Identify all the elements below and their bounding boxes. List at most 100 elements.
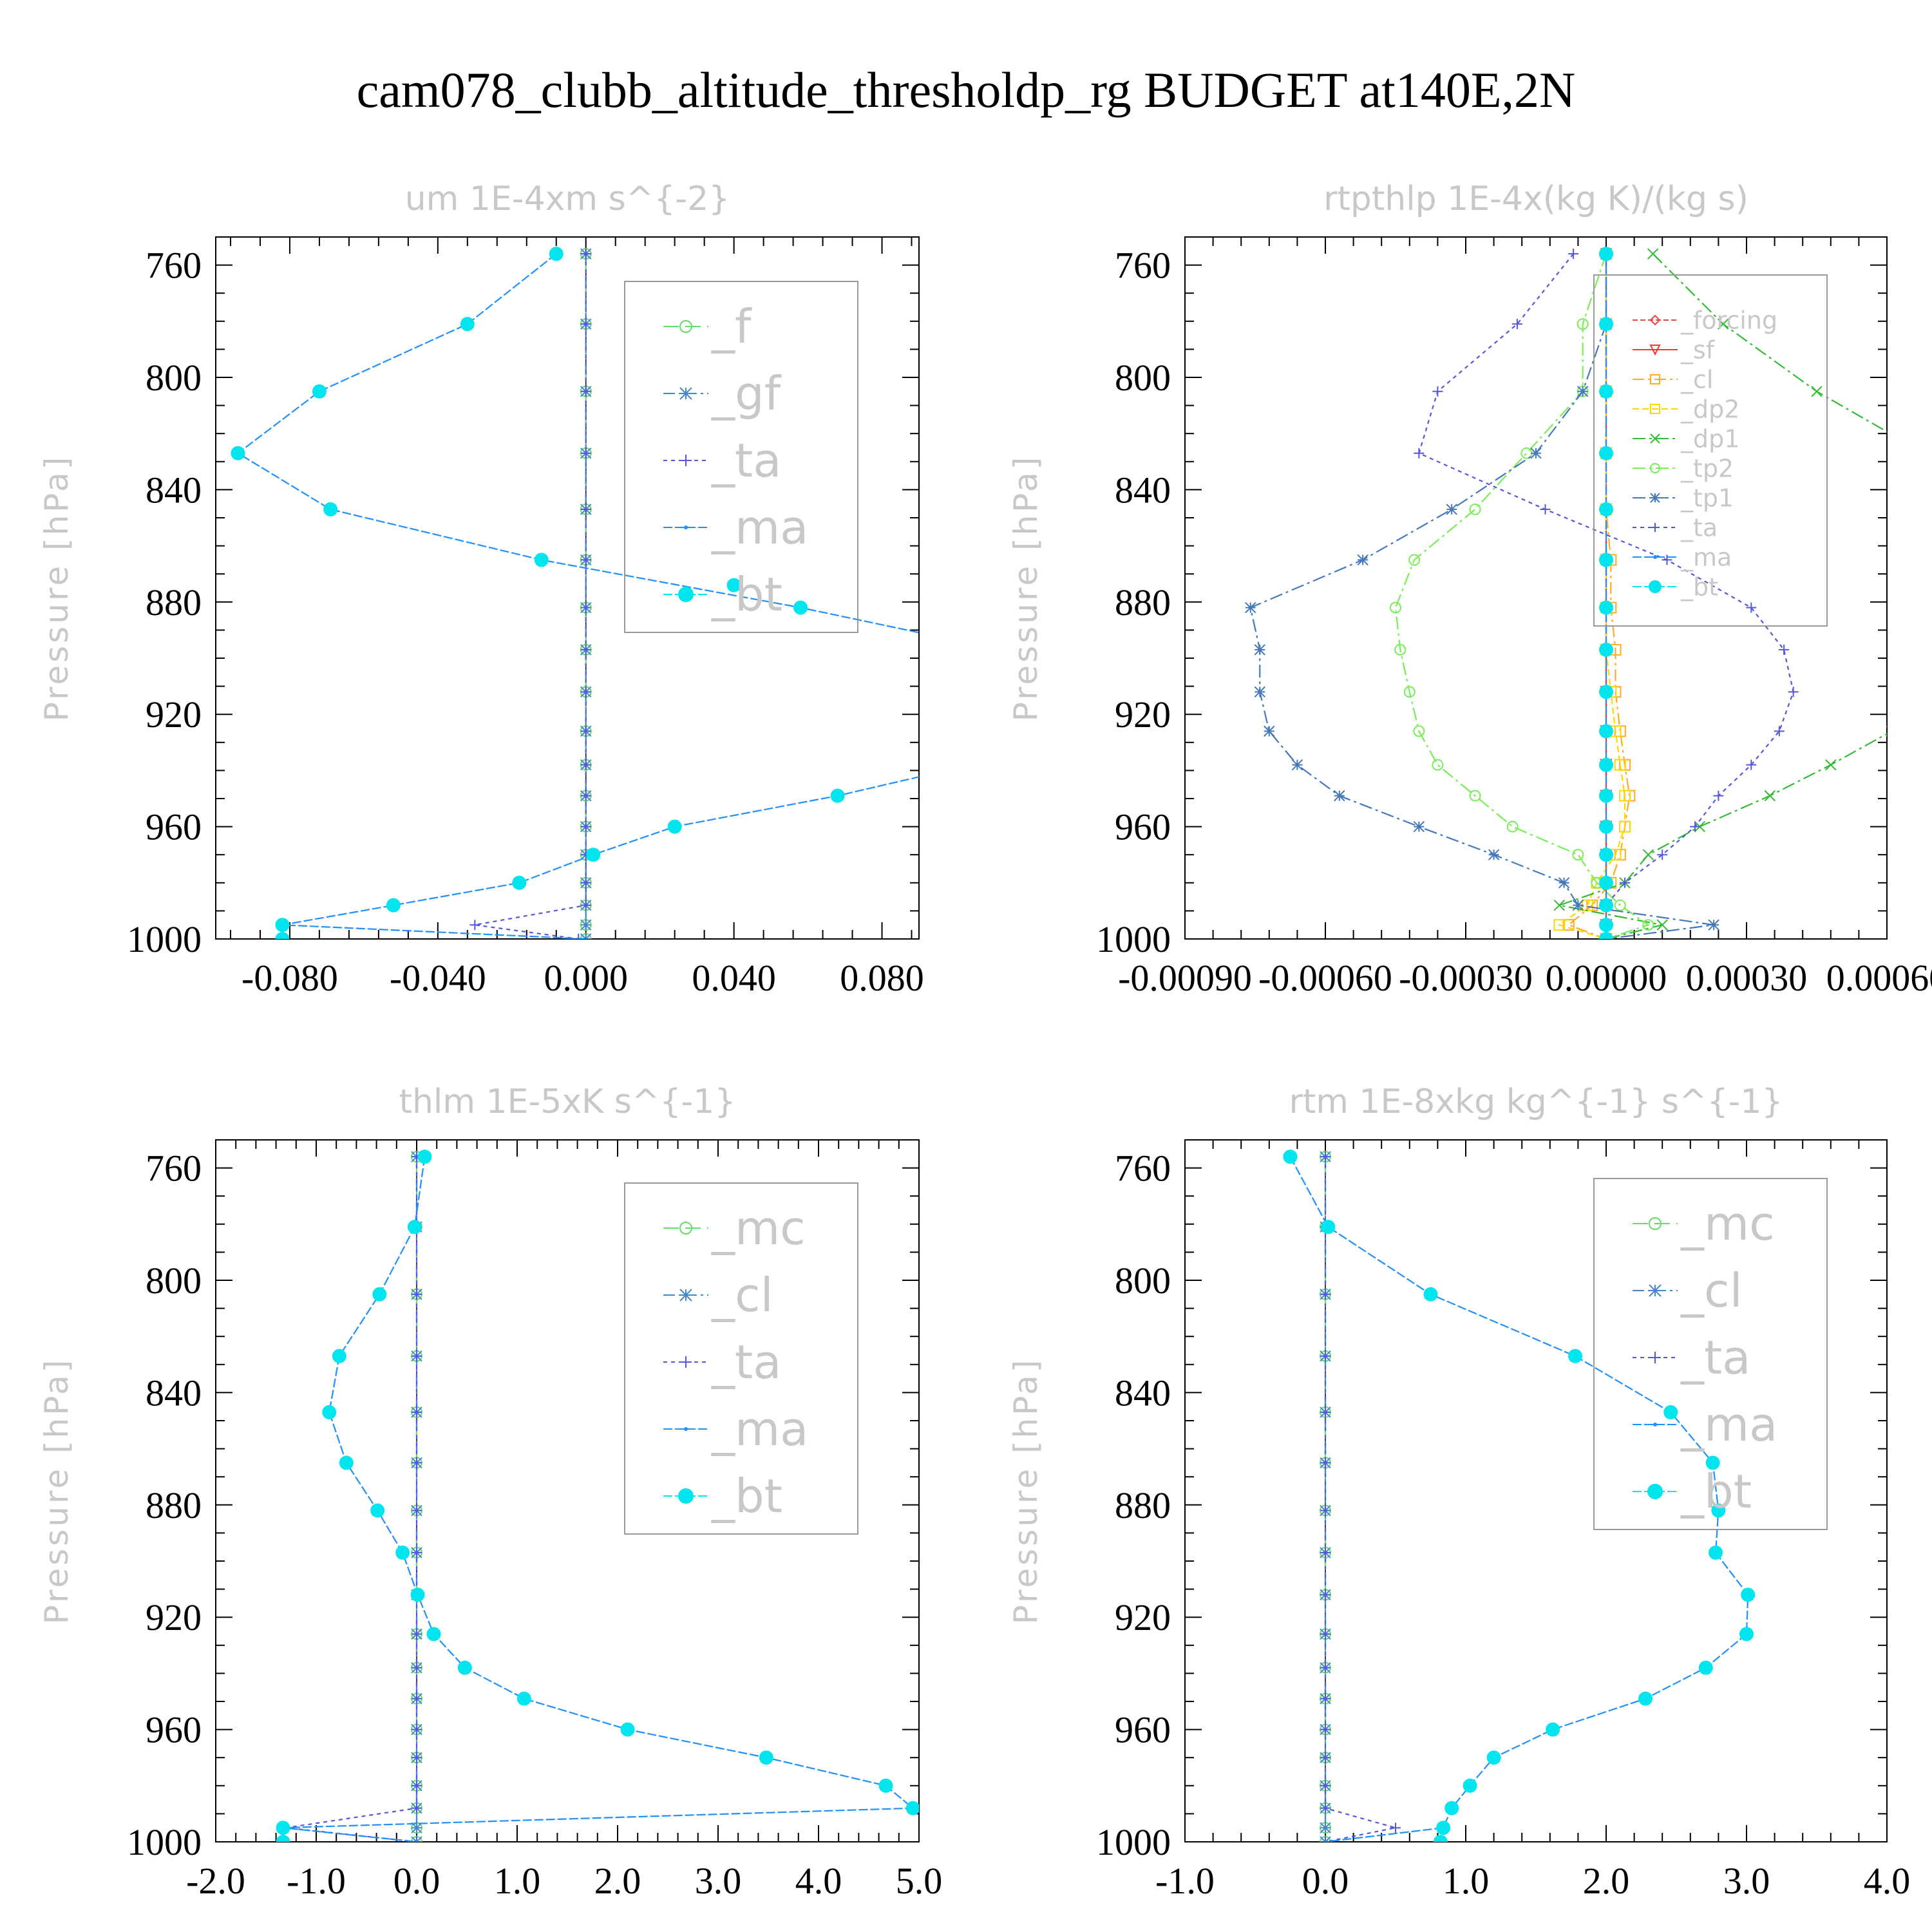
data-point xyxy=(1446,504,1457,515)
legend: _f _gf _ta _ma _bt xyxy=(624,281,858,633)
data-point xyxy=(426,1627,441,1642)
data-point xyxy=(1764,790,1776,802)
series-dp2 xyxy=(1553,248,1631,939)
legend-label: _ta xyxy=(711,1335,781,1389)
y-tick-label: 960 xyxy=(1115,1709,1171,1751)
y-tick-label: 800 xyxy=(146,357,202,399)
data-point xyxy=(1408,554,1421,566)
data-point xyxy=(412,1752,422,1763)
series-bt xyxy=(276,1150,919,1842)
data-point xyxy=(1469,503,1481,515)
legend-marker xyxy=(1650,374,1660,384)
data-point xyxy=(1638,1691,1653,1706)
data-point xyxy=(1619,820,1631,833)
data-point xyxy=(1486,1750,1501,1765)
data-point xyxy=(1599,918,1613,933)
series-line xyxy=(286,1157,418,1842)
series-line xyxy=(475,254,587,939)
data-point xyxy=(412,1837,422,1842)
data-point xyxy=(1254,644,1265,656)
legend-marker xyxy=(1649,1352,1661,1363)
y-tick-label: 920 xyxy=(1115,1596,1171,1638)
data-point xyxy=(1320,1837,1331,1842)
data-point xyxy=(417,1150,432,1164)
data-point xyxy=(412,1693,422,1704)
data-point xyxy=(1705,1455,1720,1470)
data-point xyxy=(905,1801,919,1815)
data-point xyxy=(1245,601,1256,614)
y-tick-label: 760 xyxy=(146,1148,202,1189)
data-point xyxy=(1698,1660,1713,1675)
chart-panel-3: thlm 1E-5xK s^{-1} Pressure [hPa] 760 800 84… xyxy=(38,1083,942,1902)
data-point xyxy=(1413,820,1425,833)
data-point xyxy=(469,920,480,931)
y-tick-label: 1000 xyxy=(1096,1821,1171,1863)
data-point xyxy=(1463,1778,1477,1793)
data-point xyxy=(1320,1289,1331,1300)
legend-label: _ta xyxy=(711,433,781,488)
data-point xyxy=(1320,1547,1331,1558)
data-point xyxy=(1320,1803,1331,1814)
legend-label: _ma xyxy=(1680,1397,1777,1452)
y-tick-label: 760 xyxy=(1115,1148,1171,1189)
data-point xyxy=(275,932,290,939)
data-point xyxy=(370,1503,385,1518)
x-tick-label: 2.0 xyxy=(594,1860,641,1902)
x-tick-label: 0.00000 xyxy=(1546,957,1667,999)
data-point xyxy=(1656,919,1668,931)
plot-area xyxy=(276,1150,919,1842)
y-tick-label: 1000 xyxy=(127,918,202,960)
x-tick-label: 0.0 xyxy=(1302,1860,1349,1902)
panel-title: rtpthlp 1E-4x(kg K)/(kg s) xyxy=(1323,180,1748,218)
data-point xyxy=(1511,319,1522,330)
data-point xyxy=(407,1220,422,1235)
x-tick-label: 2.0 xyxy=(1583,1860,1630,1902)
data-point xyxy=(580,554,591,565)
data-point xyxy=(412,1457,422,1468)
data-point xyxy=(1825,759,1837,771)
plot-frame xyxy=(215,236,920,940)
x-tick-label: -1.0 xyxy=(287,1860,346,1902)
data-point xyxy=(1264,725,1275,737)
data-point xyxy=(412,1780,422,1791)
legend-label: _cl xyxy=(1680,365,1713,393)
data-point xyxy=(1568,1349,1583,1363)
y-tick-label: 880 xyxy=(1115,1484,1171,1526)
series-line xyxy=(1289,1156,1749,1842)
data-point xyxy=(580,644,591,655)
data-point xyxy=(1320,1151,1331,1162)
series-line xyxy=(1557,253,1887,939)
legend-label: _gf xyxy=(711,366,782,421)
data-point xyxy=(1741,1587,1756,1602)
legend-marker xyxy=(684,526,688,529)
plot-area xyxy=(231,247,1025,939)
data-point xyxy=(1320,1662,1331,1673)
data-point xyxy=(1432,759,1444,771)
data-point xyxy=(1599,757,1613,772)
data-point xyxy=(1599,932,1613,939)
data-point xyxy=(1599,642,1613,657)
data-point xyxy=(1021,729,1025,733)
series-bt xyxy=(1599,247,1613,939)
data-point xyxy=(231,446,245,460)
data-point xyxy=(1599,788,1613,803)
data-point xyxy=(1283,1150,1298,1164)
y-tick-label: 840 xyxy=(146,1372,202,1414)
y-tick-label: 880 xyxy=(146,1484,202,1526)
data-point xyxy=(1403,686,1416,698)
data-point xyxy=(1577,386,1589,397)
data-point xyxy=(1811,386,1823,397)
legend-marker xyxy=(1650,433,1660,444)
legend-label: _ma xyxy=(711,1402,808,1456)
data-point xyxy=(460,317,475,332)
data-point xyxy=(1433,1835,1448,1842)
data-point xyxy=(1662,554,1672,565)
data-point xyxy=(412,1803,422,1814)
plot-area xyxy=(1283,1150,1756,1842)
data-point xyxy=(580,602,591,613)
data-point xyxy=(1642,849,1654,860)
data-point xyxy=(1774,726,1785,737)
data-point xyxy=(1320,1350,1331,1361)
x-tick-label: 4.0 xyxy=(795,1860,842,1902)
x-tick-label: 1.0 xyxy=(494,1860,541,1902)
